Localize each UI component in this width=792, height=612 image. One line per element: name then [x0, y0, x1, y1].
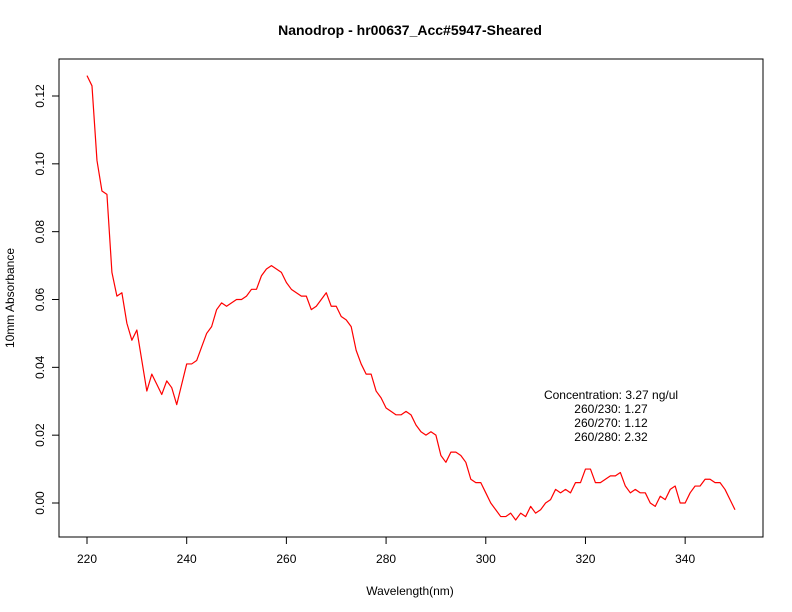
x-tick-label: 220 — [77, 552, 97, 566]
y-axis-label: 10mm Absorbance — [3, 248, 17, 348]
x-axis-label: Wavelength(nm) — [366, 584, 454, 598]
series-layer — [86, 75, 736, 521]
annotation-line: 260/270: 1.12 — [574, 416, 648, 430]
y-tick-label: 0.00 — [33, 491, 47, 515]
y-tick-label: 0.08 — [33, 220, 47, 244]
y-tick-label: 0.06 — [33, 287, 47, 311]
absorbance-series-line — [86, 75, 736, 521]
annotation-line: Concentration: 3.27 ng/ul — [544, 388, 678, 402]
x-tick-label: 240 — [177, 552, 197, 566]
x-tick-label: 320 — [575, 552, 595, 566]
annotation-line: 260/230: 1.27 — [574, 402, 648, 416]
x-tick-label: 280 — [376, 552, 396, 566]
y-tick-label: 0.12 — [33, 84, 47, 108]
chart-title: Nanodrop - hr00637_Acc#5947-Sheared — [278, 22, 542, 38]
y-axis: 0.00 0.02 0.04 0.06 0.08 0.10 0.12 — [33, 84, 60, 515]
y-tick-label: 0.10 — [33, 152, 47, 176]
y-tick-label: 0.02 — [33, 423, 47, 447]
x-tick-label: 260 — [276, 552, 296, 566]
x-axis: 220 240 260 280 300 320 340 — [77, 536, 695, 566]
plot-frame — [58, 58, 764, 538]
x-tick-label: 300 — [476, 552, 496, 566]
x-tick-label: 340 — [675, 552, 695, 566]
y-tick-label: 0.04 — [33, 355, 47, 379]
annotation-line: 260/280: 2.32 — [574, 430, 648, 444]
